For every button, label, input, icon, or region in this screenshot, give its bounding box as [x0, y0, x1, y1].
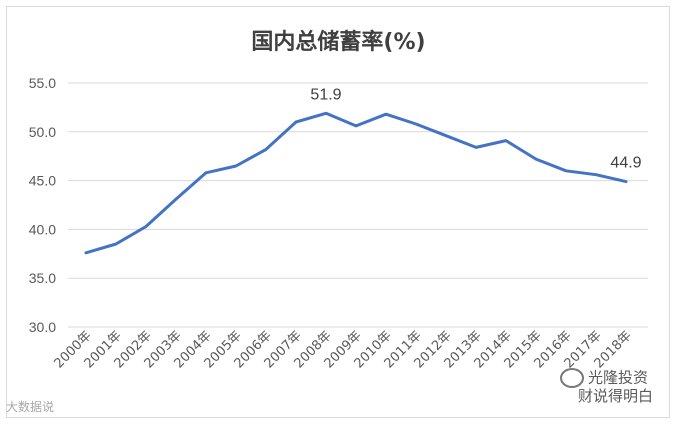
x-axis-ticks: 2000年2001年2002年2003年2004年2005年2006年2007年… — [52, 328, 635, 371]
gridlines — [68, 82, 648, 328]
watermark-left: 大数据说 — [6, 400, 55, 414]
y-tick-label: 45.0 — [29, 173, 56, 189]
data-label: 51.9 — [310, 86, 341, 103]
y-tick-label: 50.0 — [29, 124, 56, 140]
series-line — [84, 111, 628, 255]
wechat-logo-icon — [560, 368, 584, 388]
watermark-right: 光隆投资 财说得明白 — [560, 368, 653, 405]
y-tick-label: 35.0 — [29, 270, 56, 286]
y-tick-label: 30.0 — [29, 319, 56, 335]
data-label: 44.9 — [610, 155, 641, 172]
watermark-right-line2: 财说得明白 — [578, 387, 654, 405]
watermark-right-line1: 光隆投资 — [588, 368, 649, 387]
chart-frame — [6, 6, 670, 418]
y-axis-ticks: 30.0 35.0 40.0 45.0 50.0 55.0 — [29, 75, 56, 335]
data-labels: 51.9 44.9 — [310, 86, 641, 171]
y-tick-label: 40.0 — [29, 221, 56, 237]
y-tick-label: 55.0 — [29, 75, 56, 91]
chart-title: 国内总储蓄率(%) — [251, 30, 426, 55]
